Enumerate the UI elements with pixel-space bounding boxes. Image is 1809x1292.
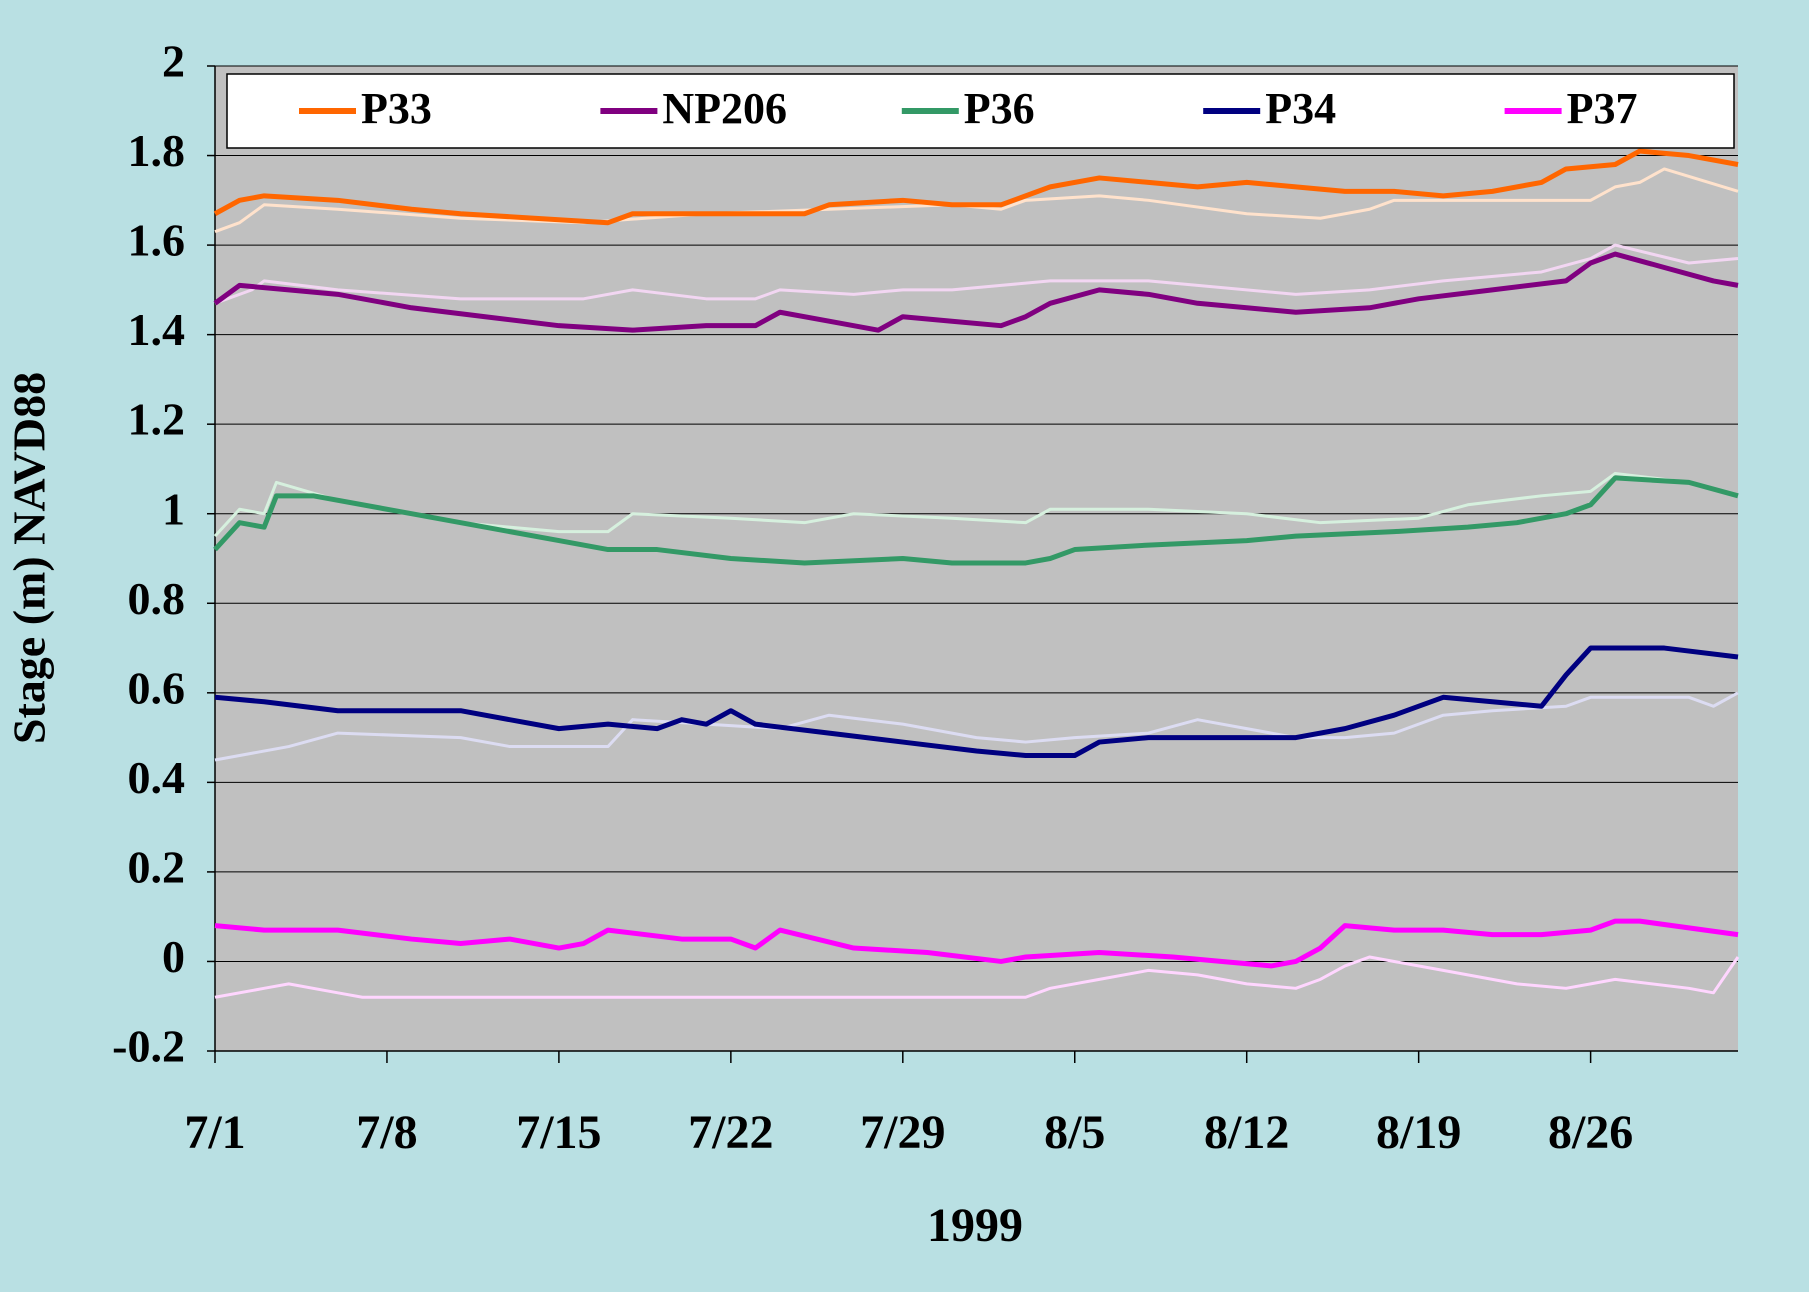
y-tick-label: 0.6 <box>128 662 186 713</box>
x-tick-label: 7/22 <box>688 1106 773 1159</box>
reference-line <box>214 243 1739 305</box>
series-line <box>213 148 1739 226</box>
legend: P33 NP206 P36 P34 P37 <box>226 73 1735 149</box>
y-tick-label: 0.8 <box>128 573 186 624</box>
x-axis-label: 1999 <box>927 1199 1023 1252</box>
x-tick-label: 7/15 <box>516 1106 601 1159</box>
x-tick-label: 7/8 <box>356 1106 417 1159</box>
y-tick-label: 2 <box>162 36 185 87</box>
series-line <box>213 251 1739 333</box>
x-tick-label: 7/29 <box>860 1106 945 1159</box>
legend-box <box>226 73 1735 149</box>
y-tick-label: 1.4 <box>128 304 186 355</box>
y-tick-label: 0 <box>162 931 185 982</box>
plot-area <box>215 66 1738 1051</box>
y-tick-label: 1 <box>162 483 185 534</box>
series-line <box>213 475 1739 566</box>
reference-line <box>214 167 1739 234</box>
series-line <box>214 918 1739 969</box>
legend-label: P37 <box>1567 84 1638 133</box>
y-tick-label: 0.2 <box>128 841 186 892</box>
legend-label: P34 <box>1265 84 1336 133</box>
x-tick-label: 8/19 <box>1376 1106 1461 1159</box>
reference-line <box>214 955 1740 999</box>
x-tick-label: 8/26 <box>1548 1106 1633 1159</box>
y-axis-label: Stage (m) NAVD88 <box>4 372 55 744</box>
y-tick-label: 0.4 <box>128 752 186 803</box>
y-tick-label: -0.2 <box>112 1021 185 1072</box>
y-tick-label: 1.6 <box>128 215 186 266</box>
legend-label: NP206 <box>662 84 787 133</box>
x-tick-label: 8/5 <box>1044 1106 1105 1159</box>
y-tick-label: 1.8 <box>128 125 186 176</box>
series-line <box>214 645 1739 758</box>
x-tick-label: 7/1 <box>184 1106 245 1159</box>
y-tick-label: 1.2 <box>128 394 186 445</box>
legend-label: P36 <box>964 84 1035 133</box>
legend-label: P33 <box>361 84 432 133</box>
reference-line <box>214 691 1739 762</box>
x-tick-label: 8/12 <box>1204 1106 1289 1159</box>
